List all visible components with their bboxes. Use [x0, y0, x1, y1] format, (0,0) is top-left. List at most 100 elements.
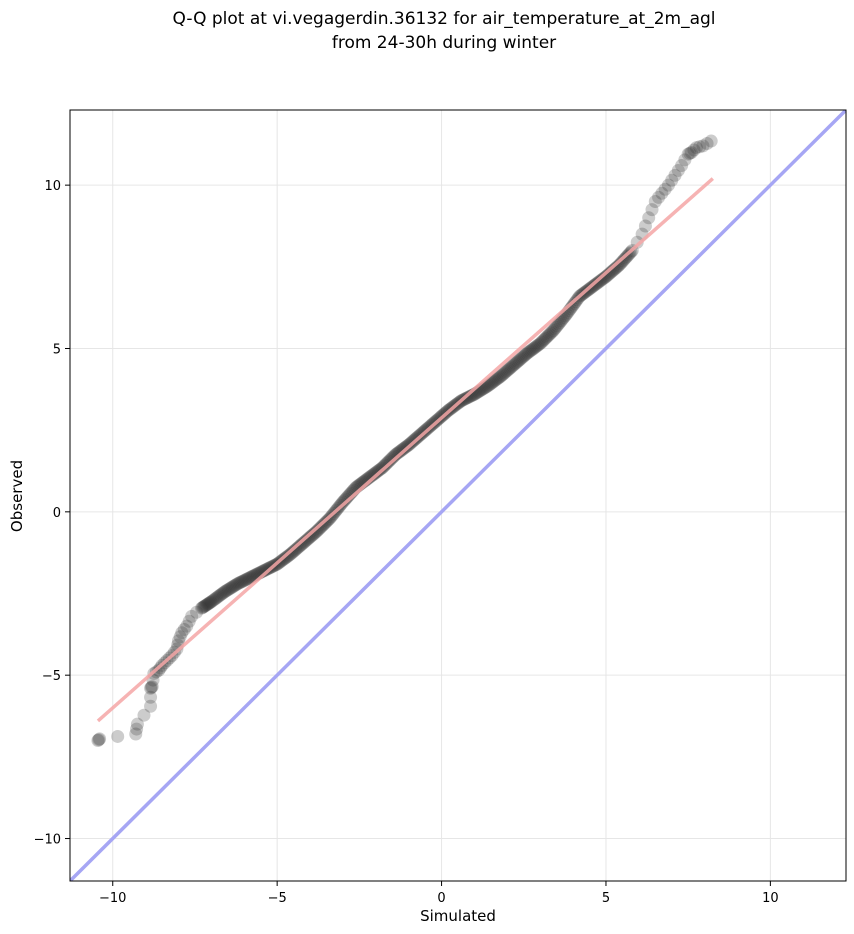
- quantile-point: [185, 609, 199, 623]
- quantile-point: [239, 573, 253, 587]
- quantile-point: [519, 348, 533, 362]
- quantile-point: [366, 468, 380, 482]
- quantile-point: [517, 349, 531, 363]
- quantile-point: [177, 622, 191, 636]
- quantile-point: [201, 597, 215, 611]
- quantile-point: [481, 379, 495, 393]
- quantile-point: [524, 343, 538, 357]
- quantile-point: [214, 588, 228, 602]
- quantile-point: [195, 601, 209, 615]
- quantile-point: [237, 573, 251, 587]
- quantile-point: [668, 168, 682, 182]
- quantile-point: [180, 619, 194, 633]
- quantile-point: [365, 469, 379, 483]
- quantile-point: [367, 467, 381, 481]
- quantile-point: [508, 357, 522, 371]
- quantile-point: [521, 345, 535, 359]
- quantile-point: [285, 546, 299, 560]
- y-tick-label: −5: [42, 669, 61, 684]
- quantile-point: [675, 159, 689, 173]
- quantile-point: [218, 585, 232, 599]
- quantile-point: [307, 527, 321, 541]
- quantile-point: [211, 590, 225, 604]
- quantile-point: [206, 594, 220, 608]
- quantile-point: [199, 598, 213, 612]
- y-tick-label: 0: [53, 506, 61, 521]
- quantile-point: [152, 663, 166, 677]
- quantile-point: [236, 574, 250, 588]
- quantile-point: [244, 570, 258, 584]
- quantile-point: [204, 595, 218, 609]
- quantile-point: [495, 368, 509, 382]
- quantile-point: [533, 337, 547, 351]
- quantile-point: [638, 219, 652, 233]
- quantile-point: [598, 271, 612, 285]
- quantile-point: [595, 273, 609, 287]
- quantile-point: [689, 141, 703, 155]
- quantile-point: [299, 534, 313, 548]
- x-tick-label: 5: [602, 891, 610, 906]
- quantile-point: [390, 447, 404, 461]
- quantile-point: [544, 326, 558, 340]
- quantile-point: [219, 584, 233, 598]
- quantile-point: [531, 339, 545, 353]
- quantile-point: [487, 374, 501, 388]
- quantile-point: [379, 457, 393, 471]
- quantile-point: [295, 537, 309, 551]
- quantile-point: [496, 367, 510, 381]
- quantile-point: [370, 465, 384, 479]
- quantile-point: [220, 583, 234, 597]
- quantile-point: [229, 578, 243, 592]
- quantile-point: [227, 579, 241, 593]
- quantile-point: [293, 539, 307, 553]
- quantile-point: [298, 535, 312, 549]
- quantile-point: [381, 456, 395, 470]
- quantile-point: [494, 369, 508, 383]
- quantile-point: [485, 376, 499, 390]
- y-tick-label: −10: [34, 833, 61, 848]
- quantile-point: [91, 734, 105, 748]
- quantile-point: [240, 572, 254, 586]
- quantile-point: [144, 699, 158, 713]
- y-axis-label: Observed: [8, 460, 26, 532]
- x-tick-label: 0: [437, 891, 445, 906]
- axis-ticks: −10 −5 0 5 10 −10 −5 0 5 10: [34, 179, 779, 906]
- quantile-point: [175, 626, 189, 640]
- quantile-point: [642, 211, 656, 225]
- quantile-point: [515, 351, 529, 365]
- quantile-point: [535, 335, 549, 349]
- quantile-point: [391, 446, 405, 460]
- quantile-point: [683, 146, 697, 160]
- x-tick-label: 10: [762, 891, 779, 906]
- quantile-point: [550, 319, 564, 333]
- quantile-point: [523, 344, 537, 358]
- quantile-point: [513, 352, 527, 366]
- quantile-point: [306, 528, 320, 542]
- quantile-point: [498, 366, 512, 380]
- quantile-point: [394, 444, 408, 458]
- quantile-point: [479, 380, 493, 394]
- quantile-point: [130, 717, 144, 731]
- quantile-point: [282, 548, 296, 562]
- plot-series: [70, 110, 846, 881]
- chart-title: Q-Q plot at vi.vegagerdin.36132 for air_…: [172, 9, 715, 29]
- quantile-point: [490, 372, 504, 386]
- quantile-point: [145, 680, 159, 694]
- quantile-point: [506, 359, 520, 373]
- quantile-point: [548, 322, 562, 336]
- quantile-point: [482, 378, 496, 392]
- quantile-point: [528, 341, 542, 355]
- quantile-point: [137, 708, 151, 722]
- quantile-point: [492, 370, 506, 384]
- quantile-point: [310, 524, 324, 538]
- quantile-point: [483, 377, 497, 391]
- quantile-point: [553, 315, 567, 329]
- quantile-point: [235, 575, 249, 589]
- quantile-point: [144, 681, 158, 695]
- quantile-point: [260, 562, 274, 576]
- quantile-point: [661, 178, 675, 192]
- quantile-point: [129, 727, 143, 741]
- quantile-point: [693, 140, 707, 154]
- quantile-point: [337, 494, 351, 508]
- fit-line: [96, 177, 714, 723]
